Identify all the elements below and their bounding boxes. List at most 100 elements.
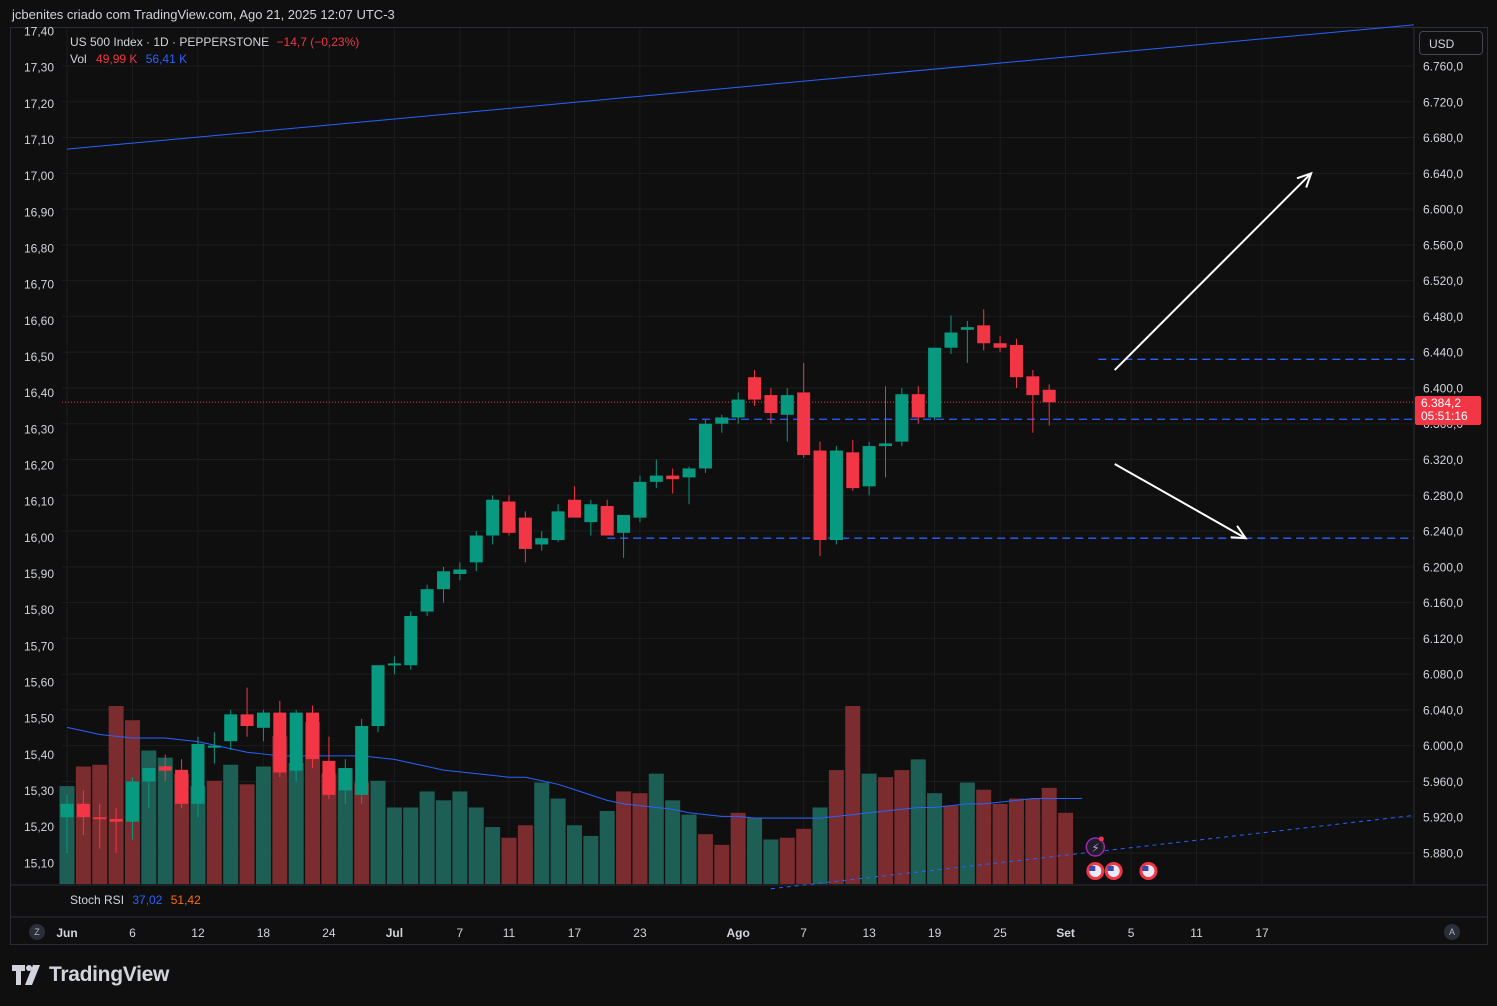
- price-axis-label: 5.960,0: [1423, 775, 1463, 789]
- volume-bar: [747, 818, 763, 884]
- left-axis-label: 16,40: [24, 386, 54, 400]
- left-axis-label: 15,60: [24, 676, 54, 690]
- candle-body: [797, 392, 811, 456]
- currency-button[interactable]: USD: [1419, 31, 1483, 55]
- volume-bar: [354, 782, 370, 884]
- price-axis-label: 6.280,0: [1423, 489, 1463, 503]
- price-axis-label: 6.120,0: [1423, 632, 1463, 646]
- candle-body: [1009, 345, 1023, 378]
- price-axis-label: 6.040,0: [1423, 703, 1463, 717]
- time-axis-label: 23: [633, 926, 647, 940]
- attribution-bar: jcbenites criado com TradingView.com, Ag…: [0, 0, 1497, 27]
- price-axis-label: 6.240,0: [1423, 525, 1463, 539]
- candle-body: [158, 766, 172, 771]
- time-axis-label: 13: [862, 926, 876, 940]
- candle-body: [404, 616, 418, 666]
- stoch-rsi-legend[interactable]: Stoch RSI 37,02 51,42: [70, 893, 201, 907]
- volume-bar: [697, 834, 713, 884]
- volume-bar: [910, 759, 926, 884]
- volume-bar: [648, 773, 664, 884]
- time-axis-label: 11: [1190, 926, 1203, 940]
- candle-body: [960, 327, 974, 330]
- volume-legend[interactable]: Vol 49,99 K 56,41 K: [70, 52, 187, 66]
- stoch-rsi-label: Stoch RSI: [70, 893, 125, 907]
- volume-bar: [386, 807, 402, 884]
- auto-scale-button[interactable]: A: [1444, 924, 1460, 940]
- volume-bar: [796, 828, 812, 884]
- symbol-title[interactable]: US 500 Index · 1D · PEPPERSTONE: [70, 35, 270, 49]
- candle-body: [437, 571, 451, 590]
- volume-bar: [223, 764, 239, 884]
- candle-body: [584, 504, 598, 523]
- left-axis-label: 15,80: [24, 603, 54, 617]
- candle-body: [273, 712, 287, 773]
- candle-body: [944, 332, 958, 348]
- volume-bar: [665, 800, 681, 884]
- time-axis-mask: [1414, 918, 1436, 942]
- volume-bar: [861, 773, 877, 884]
- candle-body: [829, 450, 843, 540]
- volume-bar: [370, 780, 386, 884]
- candle-body: [518, 517, 532, 549]
- volume-bar: [763, 839, 779, 884]
- volume-bar: [452, 791, 468, 884]
- candle-body: [993, 343, 1007, 348]
- left-axis-label: 17,40: [24, 25, 54, 39]
- time-axis-label: 12: [191, 926, 205, 940]
- volume-bar: [1025, 798, 1041, 884]
- candle-body: [731, 399, 745, 418]
- volume-bar: [583, 835, 599, 884]
- left-axis-label: 17,30: [24, 61, 54, 75]
- candle-body: [453, 569, 467, 574]
- lightning-glyph-icon: ⚡: [1091, 841, 1099, 855]
- left-axis-label: 16,00: [24, 531, 54, 545]
- volume-bar: [1008, 798, 1024, 884]
- candle-body: [551, 511, 565, 540]
- candle-body: [633, 481, 647, 518]
- time-axis-label: 17: [568, 926, 582, 940]
- time-axis-label: 5: [1128, 926, 1135, 940]
- volume-bar: [419, 791, 435, 884]
- volume-bar: [779, 837, 795, 884]
- time-axis-label: 17: [1255, 926, 1269, 940]
- price-axis-label: 6.000,0: [1423, 739, 1463, 753]
- left-axis-label: 16,70: [24, 278, 54, 292]
- symbol-legend[interactable]: US 500 Index · 1D · PEPPERSTONE −14,7 (−…: [70, 35, 359, 49]
- volume-bar: [927, 793, 943, 884]
- volume-bar: [550, 798, 566, 884]
- candle-body: [207, 745, 221, 748]
- time-axis-label: Ago: [727, 926, 750, 940]
- auto-scale-left-button[interactable]: Z: [29, 924, 45, 940]
- candle-body: [60, 803, 74, 818]
- left-axis-label: 16,60: [24, 314, 54, 328]
- volume-bar: [288, 762, 304, 884]
- volume-bar: [992, 803, 1008, 884]
- volume-bar: [305, 722, 321, 884]
- volume-bar: [976, 789, 992, 884]
- time-axis-label: 18: [257, 926, 271, 940]
- price-axis-label: 6.600,0: [1423, 203, 1463, 217]
- left-axis-label: 16,50: [24, 350, 54, 364]
- price-axis-label: 5.880,0: [1423, 847, 1463, 861]
- candle-body: [289, 712, 303, 771]
- price-axis-label: 6.160,0: [1423, 596, 1463, 610]
- volume-bar: [714, 844, 730, 884]
- candle-body: [600, 506, 614, 536]
- volume-bar: [1041, 787, 1057, 884]
- price-change: −14,7 (−0,23%): [276, 35, 360, 49]
- volume-bar: [730, 812, 746, 884]
- candle-body: [977, 325, 991, 344]
- candle-countdown: 05:51:16: [1421, 409, 1468, 423]
- candle-body: [649, 475, 663, 482]
- time-axis-label: 7: [457, 926, 464, 940]
- event-dot: [1098, 836, 1104, 842]
- left-axis-label: 16,20: [24, 459, 54, 473]
- time-axis-label: Jul: [386, 926, 403, 940]
- volume-bar: [943, 805, 959, 884]
- volume-bar: [566, 825, 582, 884]
- stoch-rsi-d: 51,42: [170, 893, 201, 907]
- earnings-lightning-icon: [1085, 837, 1106, 857]
- volume-bar: [190, 786, 206, 884]
- volume-bar: [239, 784, 255, 884]
